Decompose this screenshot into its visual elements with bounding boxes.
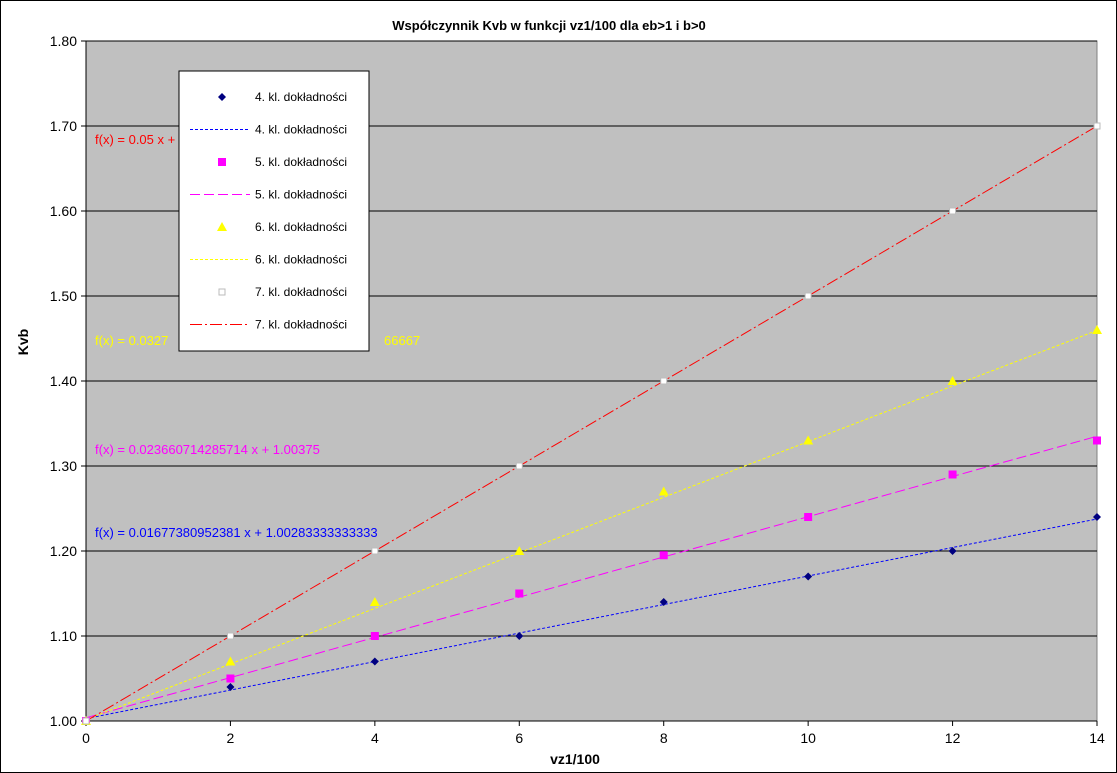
data-point xyxy=(370,657,379,666)
x-tick-label: 6 xyxy=(515,730,523,746)
legend-label: 7. kl. dokładności xyxy=(255,318,347,332)
data-point xyxy=(82,717,90,725)
data-point xyxy=(804,292,812,300)
data-point xyxy=(803,435,814,445)
trend-equation-tail: 66667 xyxy=(384,333,420,348)
y-tick-label: 1.30 xyxy=(50,458,77,474)
y-tick-label: 1.70 xyxy=(50,118,77,134)
x-tick-label: 14 xyxy=(1089,730,1105,746)
legend-label: 5. kl. dokładności xyxy=(255,188,347,202)
legend-marker xyxy=(218,288,226,296)
data-point xyxy=(949,207,957,215)
data-point xyxy=(371,547,379,555)
data-point xyxy=(369,597,380,606)
y-tick-label: 1.10 xyxy=(50,628,77,644)
x-tick-label: 12 xyxy=(945,730,961,746)
data-point xyxy=(515,632,524,640)
trendline xyxy=(85,329,1098,721)
x-tick-label: 0 xyxy=(82,730,90,746)
data-point xyxy=(225,656,236,666)
data-point xyxy=(226,632,234,640)
data-point xyxy=(226,674,235,683)
y-tick-label: 1.20 xyxy=(50,543,77,559)
trend-equation: f(x) = 0.01677380952381 x + 1.0028333333… xyxy=(95,525,378,540)
trendline xyxy=(85,518,1098,720)
data-point xyxy=(947,376,958,385)
x-tick-label: 2 xyxy=(227,730,235,746)
x-tick-label: 4 xyxy=(371,730,379,746)
axis-ticks: 1.00 1.10 1.20 1.30 1.40 1.50 1.60 1.70 1.80 0 2 4 6… xyxy=(50,33,1105,746)
legend-label: 6. kl. dokładności xyxy=(255,220,347,234)
data-markers xyxy=(81,122,1102,725)
legend-label: 4. kl. dokładności xyxy=(255,123,347,137)
data-point xyxy=(1093,436,1101,445)
trendlines xyxy=(85,125,1098,722)
x-axis-title: vz1/100 xyxy=(550,751,600,767)
y-tick-label: 1.00 xyxy=(50,713,77,729)
data-point xyxy=(948,547,957,555)
data-point xyxy=(658,486,669,496)
data-point xyxy=(660,377,668,385)
data-point xyxy=(515,462,523,470)
legend-label: 7. kl. dokładności xyxy=(255,285,347,299)
x-tick-label: 10 xyxy=(800,730,816,746)
trendline xyxy=(85,435,1098,719)
trend-equation: f(x) = 0.0327 xyxy=(95,333,168,348)
chart-title: Współczynnik Kvb w funkcji vz1/100 dla e… xyxy=(392,18,706,33)
data-point xyxy=(659,598,668,606)
trend-equation: f(x) = 0.05 x + xyxy=(95,132,175,147)
legend-label: 4. kl. dokładności xyxy=(255,90,347,104)
legend-marker xyxy=(217,222,227,231)
data-point xyxy=(370,632,379,640)
data-point xyxy=(514,546,525,555)
trend-equations: f(x) = 0.05 x + f(x) = 0.0327 66667 f(x) = … xyxy=(95,132,420,540)
data-point xyxy=(804,513,813,521)
data-point xyxy=(659,551,668,560)
data-point xyxy=(1093,122,1101,130)
legend-box xyxy=(178,70,370,352)
data-point xyxy=(1092,325,1102,334)
data-point xyxy=(1093,513,1101,521)
data-point xyxy=(804,572,813,581)
y-axis-title: Kvb xyxy=(15,329,31,355)
y-tick-label: 1.40 xyxy=(50,373,77,389)
trend-equation: f(x) = 0.023660714285714 x + 1.00375 xyxy=(95,442,320,457)
x-tick-label: 8 xyxy=(660,730,668,746)
legend-marker xyxy=(218,93,226,101)
legend-label: 5. kl. dokładności xyxy=(255,155,347,169)
y-tick-label: 1.60 xyxy=(50,203,77,219)
trendline xyxy=(85,125,1098,722)
legend-label: 6. kl. dokładności xyxy=(255,253,347,267)
legend: 4. kl. dokładności 4. kl. dokładności 5. k… xyxy=(178,70,370,352)
data-point xyxy=(226,683,235,691)
y-tick-label: 1.50 xyxy=(50,288,77,304)
y-tick-label: 1.80 xyxy=(50,33,77,49)
data-point xyxy=(515,589,524,598)
data-point xyxy=(948,470,957,479)
legend-marker xyxy=(218,158,226,166)
